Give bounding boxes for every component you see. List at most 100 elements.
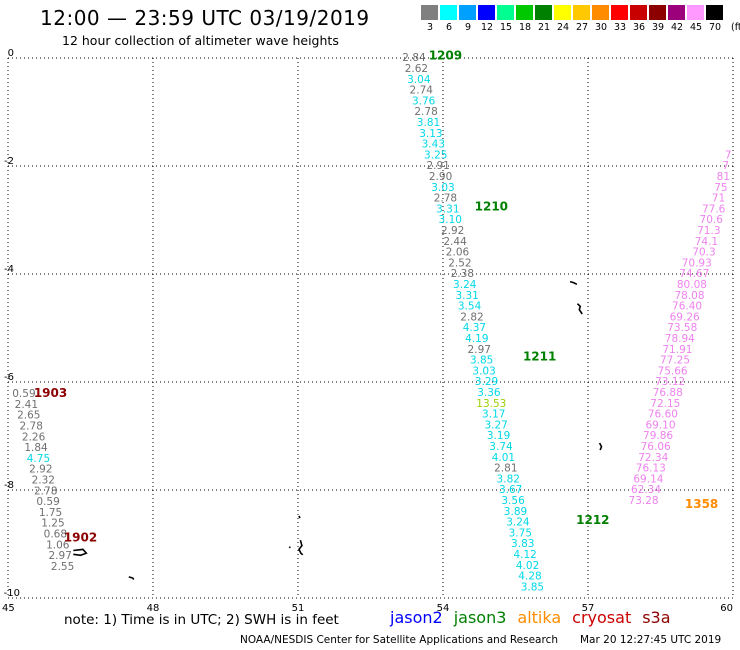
wave-height-value: 2.92 — [441, 225, 464, 237]
wave-height-value: 77.6 — [702, 203, 726, 215]
legend-tick-label: 70 — [708, 22, 722, 33]
y-tick-label: -8 — [4, 480, 14, 491]
legend-swatch — [630, 5, 647, 20]
pass-time-labels: 1209 1210 1211 1212 1903 1902 1358 — [34, 49, 718, 545]
legend-tick-label: 24 — [556, 22, 570, 33]
wave-height-value: 74.1 — [695, 236, 718, 248]
legend-tick-label: 30 — [594, 22, 608, 33]
wave-height-value: 81 — [717, 171, 730, 183]
wave-height-value: 4.37 — [463, 322, 486, 334]
wave-height-value: 3.89 — [504, 506, 527, 518]
wave-height-value: 3.29 — [475, 376, 498, 388]
legend-tick-label: 36 — [632, 22, 646, 33]
wave-height-value: 3.03 — [431, 182, 454, 194]
legend-swatch — [440, 5, 457, 20]
mission-label-cryosat: cryosat — [572, 608, 632, 627]
wave-height-value: 73.12 — [655, 376, 685, 388]
wave-height-value: 80.08 — [677, 279, 707, 291]
wave-height-value: 3.85 — [521, 581, 544, 593]
wave-height-value: 71 — [712, 193, 725, 205]
legend-tick-label: 12 — [480, 22, 494, 33]
legend-tick-label: 15 — [499, 22, 513, 33]
wave-height-value: 3.03 — [472, 365, 495, 377]
wave-height-value: 2.06 — [446, 247, 470, 259]
wave-height-value: 2.74 — [410, 85, 434, 97]
wave-height-value: 79.86 — [643, 430, 673, 442]
wave-height-value: 3.82 — [497, 473, 520, 485]
legend-swatch — [687, 5, 704, 20]
legend-tick-label: 6 — [445, 22, 453, 33]
wave-height-value: 2.82 — [460, 311, 483, 323]
wave-height-value: 73.58 — [667, 322, 697, 334]
pass-time-label: 1211 — [523, 349, 556, 363]
wave-height-value: 2.32 — [32, 475, 55, 487]
wave-height-value: 73.28 — [629, 495, 659, 507]
wave-height-value: 2.78 — [434, 193, 457, 205]
mission-label-s3a: s3a — [642, 608, 671, 627]
legend-tick-label: 3 — [426, 22, 434, 33]
wave-height-value: 1.06 — [46, 539, 70, 551]
wave-height-value: 70.6 — [700, 214, 724, 226]
island-coastline — [128, 576, 135, 581]
wave-height-value: 2.44 — [443, 236, 467, 248]
wave-height-value: 2.26 — [22, 431, 46, 443]
y-tick-label: 0 — [8, 48, 14, 59]
wave-height-value: 70.3 — [692, 247, 715, 259]
y-tick-label: -2 — [4, 156, 14, 167]
legend-swatch — [497, 5, 514, 20]
footer-timestamp: Mar 20 12:27:45 UTC 2019 — [580, 634, 722, 646]
legend-swatch — [592, 5, 609, 20]
legend-swatch — [611, 5, 628, 20]
legend-tick-label: 9 — [464, 22, 472, 33]
wave-height-value: 76.40 — [672, 301, 702, 313]
wave-height-value: 3.81 — [417, 117, 440, 129]
wave-height-value: 3.56 — [501, 495, 525, 507]
legend-swatch — [706, 5, 723, 20]
wave-height-value: 3.25 — [424, 149, 447, 161]
wave-height-value: 0.68 — [44, 529, 67, 541]
wave-height-value: 3.43 — [422, 139, 445, 151]
pass-time-label: 1358 — [685, 497, 718, 511]
wave-height-value: 3.75 — [509, 527, 532, 539]
legend-swatch — [478, 5, 495, 20]
wave-height-value: 69.26 — [670, 311, 700, 323]
axis-ticks: 45 48 51 54 57 60 0 -2 -4 -6 -8 -10 — [2, 48, 733, 614]
wave-height-value: 2.92 — [29, 464, 52, 476]
wave-height-value: 1.75 — [39, 507, 62, 519]
wave-height-value: 0.59 — [36, 496, 59, 508]
legend-swatch — [421, 5, 438, 20]
wave-height-value: 76.60 — [648, 409, 678, 421]
x-tick-label: 60 — [720, 603, 733, 614]
wave-height-value: 0.59 — [12, 388, 35, 400]
legend-tick-label: 42 — [670, 22, 684, 33]
wave-height-value: 13.53 — [476, 398, 506, 410]
wave-height-value: 2.55 — [51, 561, 74, 573]
wave-height-value: 3.24 — [506, 517, 530, 529]
legend-swatch — [649, 5, 666, 20]
pass-time-label: 1902 — [64, 530, 97, 544]
wave-height-value: 78.08 — [674, 290, 704, 302]
legend-swatch — [668, 5, 685, 20]
pass-time-label: 1212 — [576, 513, 609, 527]
legend-swatch — [535, 5, 552, 20]
mission-label-jason2: jason2 — [390, 608, 443, 627]
wave-height-value: 72.34 — [638, 452, 668, 464]
wave-height-value: 3.04 — [407, 74, 431, 86]
wave-height-value: 7 — [725, 149, 732, 161]
wave-height-value: 3.17 — [482, 409, 505, 421]
legend-tick-label: 33 — [613, 22, 627, 33]
legend-swatch — [573, 5, 590, 20]
wave-height-value: 2.41 — [15, 399, 38, 411]
pass-time-label: 1903 — [34, 386, 67, 400]
wave-height-value: 70.93 — [682, 257, 712, 269]
wave-height-value: 2.62 — [405, 63, 428, 75]
island-coastline — [298, 539, 304, 556]
wave-height-value: 2.84 — [402, 52, 426, 64]
legend-tick-label: 18 — [518, 22, 532, 33]
wave-height-value: 3.36 — [477, 387, 501, 399]
wave-height-value: 7 — [722, 160, 729, 172]
x-tick-label: 57 — [582, 603, 595, 614]
wave-height-value: 2.81 — [494, 463, 517, 475]
wave-height-value: 76.88 — [653, 387, 683, 399]
wave-height-value: 2.78 — [20, 421, 43, 433]
